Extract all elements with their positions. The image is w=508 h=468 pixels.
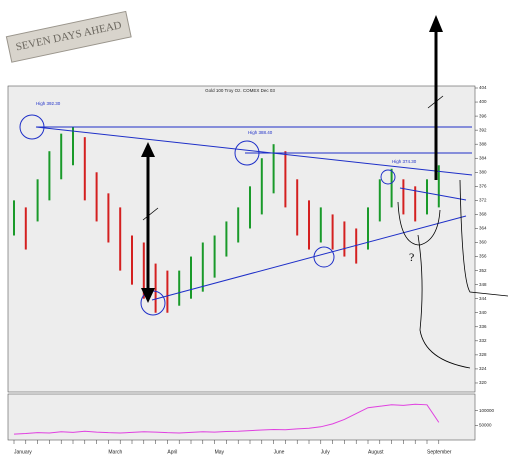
y-tick-label: 380: [479, 169, 487, 174]
x-tick-label: September: [427, 449, 452, 455]
y-tick-label: 336: [479, 324, 487, 329]
stamp-box: [5, 10, 132, 63]
y-tick-label: 368: [479, 212, 487, 217]
x-tick-label: July: [321, 449, 330, 455]
y-tick-label: 352: [479, 268, 487, 273]
y-tick-label: 388: [479, 141, 487, 146]
x-tick-label: August: [368, 449, 384, 455]
y-tick-label: 344: [479, 296, 487, 301]
y-tick-label: 320: [479, 380, 487, 385]
x-tick-label: June: [274, 449, 285, 455]
price-pane: [7, 85, 476, 393]
annotation: High 388.40: [248, 130, 273, 135]
y-tick-label: 372: [479, 198, 487, 203]
y-tick-label: 400: [479, 99, 487, 104]
annotation: High 374.30: [392, 159, 417, 164]
y2-tick-label: 100000: [479, 408, 495, 413]
x-tick-label: April: [167, 449, 177, 455]
y2-tick-label: 50000: [479, 423, 492, 428]
y-tick-label: 384: [479, 155, 487, 160]
x-tick-label: January: [14, 449, 32, 455]
annotation: High 392.30: [36, 101, 61, 106]
y-tick-label: 348: [479, 282, 487, 287]
volume-line: [13, 403, 440, 435]
y-tick-label: 396: [479, 113, 487, 118]
y-tick-label: 328: [479, 352, 487, 357]
x-tick-label: May: [215, 449, 225, 455]
y-tick-label: 324: [479, 366, 487, 371]
stamp: SEVEN DAYS AHEAD: [5, 10, 132, 63]
volume-pane: [7, 393, 476, 441]
y-tick-label: 360: [479, 240, 487, 245]
y-tick-label: 340: [479, 310, 487, 315]
y-tick-label: 364: [479, 226, 487, 231]
annotation-lines: [19, 114, 473, 316]
y-tick-label: 376: [479, 184, 487, 189]
y-tick-label: 404: [479, 85, 487, 90]
y-tick-label: 392: [479, 127, 487, 132]
x-tick-label: March: [108, 449, 122, 455]
sketch-lines: [142, 95, 508, 369]
y-tick-label: 332: [479, 338, 487, 343]
arrows: [141, 15, 443, 303]
y-tick-label: 356: [479, 254, 487, 259]
annotation: ?: [409, 250, 414, 264]
chart-title: Gold 100 Troy Oz. COMEX Dec 03: [205, 88, 275, 93]
